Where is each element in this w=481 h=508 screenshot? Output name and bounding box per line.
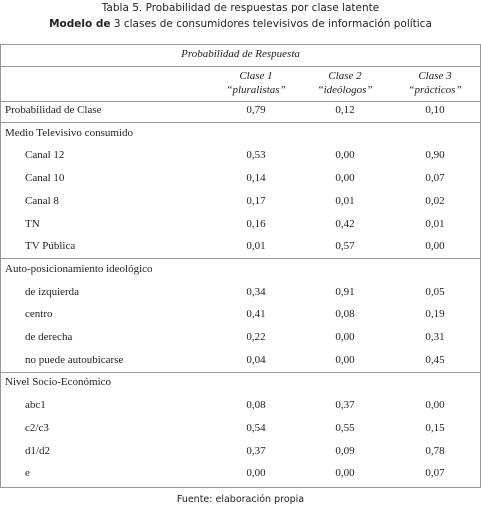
title-label: Tabla 5.	[101, 2, 143, 14]
cell: 0,90	[425, 149, 445, 162]
border	[0, 44, 1, 487]
column-name: Clase 2	[328, 70, 362, 82]
cell: 0,14	[246, 172, 266, 185]
row-label: TN	[25, 217, 40, 230]
rule	[0, 487, 481, 488]
row-label: de izquierda	[25, 285, 80, 298]
cell: 0,17	[246, 194, 266, 207]
cell: 0,31	[425, 331, 445, 343]
rule	[0, 44, 481, 45]
cell: 0,15	[425, 421, 445, 434]
column-name: Clase 3	[418, 70, 452, 82]
subtitle: Modelo de 3 clases de consumidores telev…	[0, 18, 481, 30]
section-title: Medio Televisivo consumido	[5, 126, 133, 139]
row-label: centro	[25, 308, 53, 321]
title-text: Probabilidad de respuestas por clase lat…	[145, 2, 380, 14]
cell: 0,53	[246, 149, 266, 162]
cell: 0,19	[425, 308, 445, 321]
row-label: Canal 10	[25, 172, 65, 185]
cell: 0,09	[335, 444, 355, 457]
row-label: e	[25, 467, 30, 480]
row-label: c2/c3	[25, 421, 49, 434]
row-label: de derecha	[25, 331, 73, 343]
cell: 0,42	[335, 217, 355, 230]
cell: 0,00	[335, 353, 355, 366]
cell: 0,10	[425, 104, 445, 116]
cell: 0,37	[246, 444, 266, 457]
cell: 0,45	[425, 353, 445, 366]
row-label: no puede autoubicarse	[25, 353, 124, 366]
cell: 0,05	[425, 285, 445, 298]
section-title: Nivel Socio-Económico	[5, 376, 112, 389]
rule	[0, 371, 481, 373]
cell: 0,41	[246, 308, 266, 321]
row-label: Canal 12	[25, 149, 65, 162]
cell: 0,22	[246, 331, 266, 343]
cell: 0,34	[246, 285, 266, 298]
row-label: abc1	[25, 399, 46, 412]
rule	[0, 66, 481, 67]
column-name: Clase 1	[239, 70, 273, 82]
cell: 0,55	[335, 421, 355, 434]
cell: 0,57	[335, 240, 355, 253]
row-label: Canal 8	[25, 194, 59, 207]
cell: 0,00	[246, 467, 266, 480]
cell: 0,04	[246, 353, 266, 366]
column-desc: “prácticos”	[408, 84, 462, 96]
rule	[0, 122, 481, 123]
row-label: Probabilidad de Clase	[5, 104, 102, 116]
cell: 0,01	[246, 240, 266, 253]
cell: 0,37	[335, 399, 355, 412]
cell: 0,79	[246, 104, 266, 116]
subtitle-text: 3 clases de consumidores televisivos de …	[113, 18, 432, 30]
cell: 0,00	[335, 172, 355, 185]
table-header: Probabilidad de Respuesta	[181, 48, 300, 60]
cell: 0,00	[335, 149, 355, 162]
cell: 0,08	[246, 399, 266, 412]
column-desc: “pluralistas”	[226, 84, 286, 96]
cell: 0,07	[425, 172, 445, 185]
cell: 0,02	[425, 194, 445, 207]
cell: 0,00	[425, 399, 445, 412]
subtitle-label: Modelo de	[49, 18, 111, 30]
cell: 0,01	[425, 217, 445, 230]
cell: 0,08	[335, 308, 355, 321]
cell: 0,00	[335, 331, 355, 343]
cell: 0,07	[425, 467, 445, 480]
cell: 0,12	[335, 104, 355, 116]
footer: Fuente: elaboración propia	[176, 494, 305, 505]
section-title: Auto-posicionamiento ideológico	[5, 262, 153, 275]
cell: 0,01	[335, 194, 355, 207]
cell: 0,16	[246, 217, 266, 230]
column-desc: “ideólogos”	[317, 84, 373, 96]
cell: 0,00	[335, 467, 355, 480]
row-label: d1/d2	[25, 444, 51, 457]
rule	[0, 101, 481, 102]
row-label: TV Pública	[25, 240, 76, 253]
cell: 0,00	[425, 240, 445, 253]
title: Tabla 5. Probabilidad de respuestas por …	[0, 2, 481, 14]
cell: 0,54	[246, 421, 266, 434]
cell: 0,78	[425, 444, 445, 457]
cell: 0,91	[335, 285, 355, 298]
rule	[0, 258, 481, 260]
